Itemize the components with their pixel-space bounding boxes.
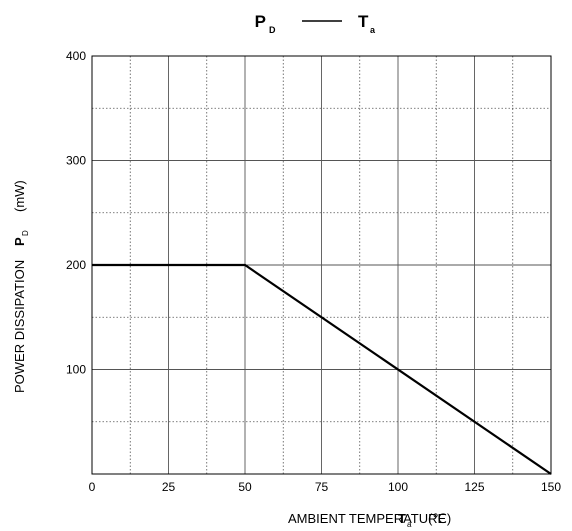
x-axis-label: AMBIENT TEMPERATURE T a (℃) [288, 511, 451, 529]
x-tick-label: 25 [162, 480, 176, 494]
title-left-symbol: P [255, 12, 266, 31]
chart-title: P D T a [255, 12, 376, 35]
x-axis-label-text: AMBIENT TEMPERATURE [288, 511, 447, 526]
x-tick-labels: 0 25 50 75 100 125 150 [89, 480, 562, 494]
title-right-symbol: T [358, 12, 369, 31]
x-axis-label-unit: (℃) [428, 511, 451, 526]
y-axis-label-unit: (mW) [12, 180, 27, 212]
y-tick-label: 300 [66, 154, 86, 168]
y-tick-label: 400 [66, 49, 86, 63]
y-tick-label: 200 [66, 258, 86, 272]
x-axis-label-symbol: T [398, 511, 406, 526]
x-tick-label: 125 [464, 480, 484, 494]
title-right-subscript: a [370, 25, 376, 35]
x-tick-label: 50 [238, 480, 252, 494]
x-tick-label: 0 [89, 480, 96, 494]
x-axis-label-subscript: a [407, 520, 412, 529]
series-layer [92, 263, 552, 475]
y-tick-label: 100 [66, 363, 86, 377]
x-tick-label: 150 [541, 480, 561, 494]
y-axis-label-text: POWER DISSIPATION [12, 260, 27, 393]
title-left-subscript: D [269, 25, 276, 35]
y-tick-labels: 100 200 300 400 [66, 49, 86, 377]
y-axis-label-symbol: P [12, 237, 27, 246]
y-axis-label: POWER DISSIPATION P D (mW) [12, 180, 30, 393]
x-tick-label: 75 [315, 480, 329, 494]
x-tick-label: 100 [388, 480, 408, 494]
y-axis-label-subscript: D [21, 230, 30, 236]
series-line [92, 263, 552, 475]
